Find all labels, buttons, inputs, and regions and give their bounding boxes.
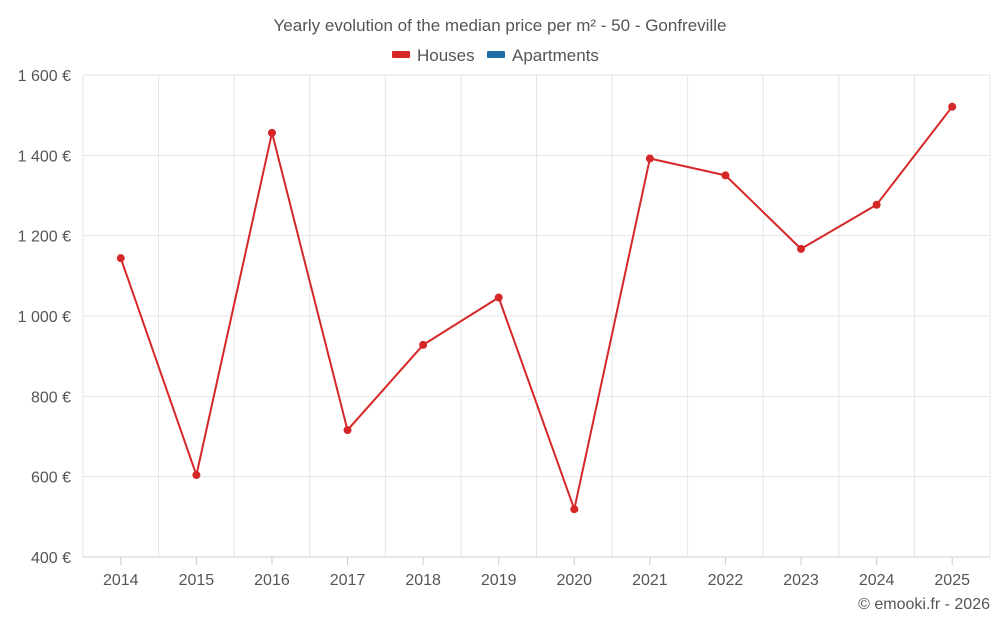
houses-point-2014[interactable] xyxy=(116,254,125,263)
x-tick-label: 2017 xyxy=(330,572,366,589)
y-tick-label: 800 € xyxy=(31,389,71,406)
y-tick-label: 400 € xyxy=(31,550,71,567)
legend-swatch-houses xyxy=(392,51,410,58)
x-tick-label: 2023 xyxy=(783,572,819,589)
legend: Houses Apartments xyxy=(392,46,599,65)
houses-point-2025[interactable] xyxy=(948,102,957,111)
x-tick-label: 2020 xyxy=(556,572,592,589)
y-tick-label: 1 400 € xyxy=(18,148,71,165)
houses-point-2016[interactable] xyxy=(267,128,276,137)
x-tick-label: 2025 xyxy=(934,572,970,589)
x-tick-label: 2015 xyxy=(179,572,215,589)
houses-point-2018[interactable] xyxy=(419,340,428,349)
y-tick-label: 1 000 € xyxy=(18,309,71,326)
y-tick-label: 600 € xyxy=(31,470,71,487)
x-tick-label: 2016 xyxy=(254,572,290,589)
axes: 400 € 600 € 800 € 1 000 € 1 200 € 1 400 € 1 60… xyxy=(18,68,990,589)
legend-item-apartments[interactable]: Apartments xyxy=(487,46,599,65)
legend-label-houses: Houses xyxy=(417,46,475,65)
houses-line xyxy=(119,106,953,511)
x-tick-label: 2022 xyxy=(708,572,744,589)
series-houses xyxy=(116,102,957,514)
y-tick-label: 1 600 € xyxy=(18,68,71,85)
y-tick-label: 1 200 € xyxy=(18,229,71,246)
houses-point-2020[interactable] xyxy=(570,505,579,514)
legend-item-houses[interactable]: Houses xyxy=(392,46,475,65)
legend-label-apartments: Apartments xyxy=(512,46,599,65)
houses-point-2024[interactable] xyxy=(872,200,881,209)
x-tick-label: 2024 xyxy=(859,572,895,589)
x-tick-label: 2021 xyxy=(632,572,668,589)
x-tick-label: 2019 xyxy=(481,572,517,589)
houses-point-2021[interactable] xyxy=(645,154,654,163)
houses-point-2019[interactable] xyxy=(494,293,503,302)
houses-point-2023[interactable] xyxy=(797,244,806,253)
x-tick-label: 2018 xyxy=(405,572,441,589)
houses-point-2017[interactable] xyxy=(343,426,352,435)
credit-text: © emooki.fr - 2026 xyxy=(858,596,990,613)
x-tick-label: 2014 xyxy=(103,572,139,589)
houses-point-2015[interactable] xyxy=(192,471,201,480)
chart-title: Yearly evolution of the median price per… xyxy=(274,16,727,35)
grid xyxy=(82,74,991,557)
legend-swatch-apartments xyxy=(487,51,505,58)
houses-point-2022[interactable] xyxy=(721,171,730,180)
